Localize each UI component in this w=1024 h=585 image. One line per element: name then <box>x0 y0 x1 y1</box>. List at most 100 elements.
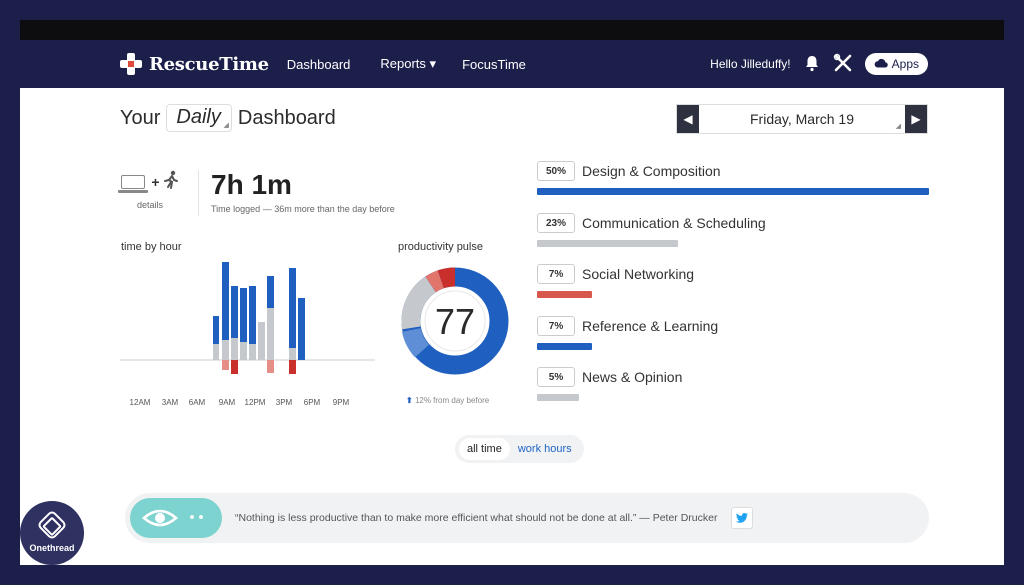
cloud-download-icon <box>874 57 888 71</box>
category-row[interactable]: 5% News & Opinion <box>537 367 929 401</box>
time-logged-subtitle: Time logged — 36m more than the day befo… <box>211 204 395 214</box>
apps-label: Apps <box>891 57 919 71</box>
badge-label: Onethread <box>29 542 75 553</box>
rescuetime-cross-icon <box>120 53 142 75</box>
pulse-ring-very-productive <box>401 327 430 358</box>
pulse-change-text: 12% from day before <box>414 396 490 405</box>
dashboard-main: Your Daily ◢ Dashboard ◀ Friday, March 1… <box>20 88 1004 565</box>
tools-icon[interactable] <box>833 53 853 76</box>
next-day-button[interactable]: ▶ <box>905 105 927 133</box>
hour-label: 3PM <box>275 398 293 407</box>
time-by-hour-chart <box>120 262 375 374</box>
pulse-inner <box>424 290 486 352</box>
quote-bar: “Nothing is less productive than to make… <box>125 493 929 543</box>
bell-icon[interactable] <box>803 54 821 75</box>
hour-bar-productive <box>231 286 238 360</box>
focus-eye-button[interactable] <box>130 498 222 538</box>
hour-bar-distracting <box>267 360 274 373</box>
chevron-down-icon: ▾ <box>429 56 437 71</box>
hour-bar-very-distracting <box>231 360 238 374</box>
time-by-hour-title: time by hour <box>121 241 182 253</box>
hour-label: 6AM <box>188 398 206 407</box>
heading-prefix: Your <box>120 106 161 129</box>
category-bar <box>537 343 592 350</box>
category-row[interactable]: 23% Communication & Scheduling <box>537 213 929 247</box>
period-select[interactable]: Daily ◢ <box>166 104 232 132</box>
date-value: Friday, March 19 <box>750 111 854 127</box>
category-bar <box>537 291 592 298</box>
hour-bar-productive <box>249 286 256 360</box>
hour-label: 12PM <box>244 398 266 407</box>
twitter-share-button[interactable] <box>731 507 754 529</box>
hour-bar-neutral <box>213 344 219 360</box>
hour-bar-neutral <box>231 338 238 360</box>
top-strip <box>20 20 1004 40</box>
hour-label: 3AM <box>161 398 179 407</box>
category-percent: 7% <box>537 316 575 336</box>
date-navigator: ◀ Friday, March 19 ◢ ▶ <box>676 104 928 134</box>
period-value: Daily <box>176 106 221 128</box>
top-navigation-bar: RescueTime Dashboard Reports ▾ FocusTime… <box>20 40 1004 88</box>
hour-bar-very-distracting <box>289 360 296 374</box>
category-name: Reference & Learning <box>582 318 719 334</box>
dots-indicator <box>190 515 203 519</box>
brand-logo[interactable]: RescueTime <box>120 53 269 75</box>
pulse-ring-very-distracting <box>437 267 456 289</box>
category-percent: 5% <box>537 367 575 387</box>
pulse-ring-distracting <box>425 270 445 293</box>
date-select[interactable]: Friday, March 19 ◢ <box>699 105 905 133</box>
select-corner-icon: ◢ <box>223 122 229 129</box>
category-bar <box>537 188 929 195</box>
details-label: details <box>136 200 163 210</box>
previous-day-button[interactable]: ◀ <box>677 105 699 133</box>
quote-text: “Nothing is less productive than to make… <box>235 512 718 524</box>
hour-label: 6PM <box>303 398 321 407</box>
brand-name: RescueTime <box>149 53 269 75</box>
category-row[interactable]: 7% Reference & Learning <box>537 316 929 350</box>
category-row[interactable]: 7% Social Networking <box>537 264 929 298</box>
category-name: Communication & Scheduling <box>582 215 766 231</box>
productivity-pulse-title: productivity pulse <box>398 241 483 253</box>
category-bar <box>537 394 579 401</box>
category-row[interactable]: 50% Design & Composition <box>537 161 929 195</box>
category-name: Design & Composition <box>582 163 721 179</box>
hour-bar-neutral <box>240 342 247 360</box>
hour-bar-neutral <box>289 348 296 360</box>
onethread-badge: Onethread <box>20 501 84 565</box>
hour-bar-group <box>213 262 305 374</box>
category-percent: 7% <box>537 264 575 284</box>
twitter-icon <box>736 513 749 523</box>
running-person-icon <box>163 170 179 195</box>
total-time: 7h 1m <box>211 169 292 200</box>
nav-focustime[interactable]: FocusTime <box>462 56 526 72</box>
hour-bar-neutral <box>267 308 274 360</box>
pulse-ring-neutral <box>404 276 437 310</box>
time-range-toggle: all time work hours <box>455 435 584 463</box>
category-name: Social Networking <box>582 266 695 282</box>
eye-icon <box>142 509 178 527</box>
laptop-icon <box>118 175 149 193</box>
nav-dashboard[interactable]: Dashboard <box>286 56 351 72</box>
hour-bar-productive <box>213 316 219 360</box>
divider <box>198 170 199 216</box>
nav-reports-label: Reports <box>380 56 426 71</box>
dashboard-heading: Your Daily ◢ Dashboard <box>120 104 336 132</box>
user-greeting[interactable]: Hello Jilleduffy! <box>710 57 791 71</box>
toggle-all-time[interactable]: all time <box>459 438 510 460</box>
heading-suffix: Dashboard <box>237 106 336 129</box>
hour-bar-productive <box>289 268 296 360</box>
hour-label: 9AM <box>218 398 236 407</box>
details-link[interactable]: + details <box>118 170 180 210</box>
toggle-work-hours[interactable]: work hours <box>517 443 572 455</box>
category-name: News & Opinion <box>582 369 683 385</box>
onethread-logo-icon <box>36 508 68 541</box>
apps-button[interactable]: Apps <box>864 53 928 75</box>
hour-bar-neutral <box>249 344 256 360</box>
nav-reports[interactable]: Reports ▾ <box>380 56 436 72</box>
hour-bar-neutral <box>222 340 229 360</box>
category-percent: 50% <box>537 161 575 181</box>
category-bar <box>537 240 678 247</box>
hour-bar-productive <box>298 298 305 360</box>
category-percent: 23% <box>537 213 575 233</box>
hour-axis-labels: 12AM 3AM 6AM 9AM 12PM 3PM 6PM 9PM <box>120 398 370 410</box>
